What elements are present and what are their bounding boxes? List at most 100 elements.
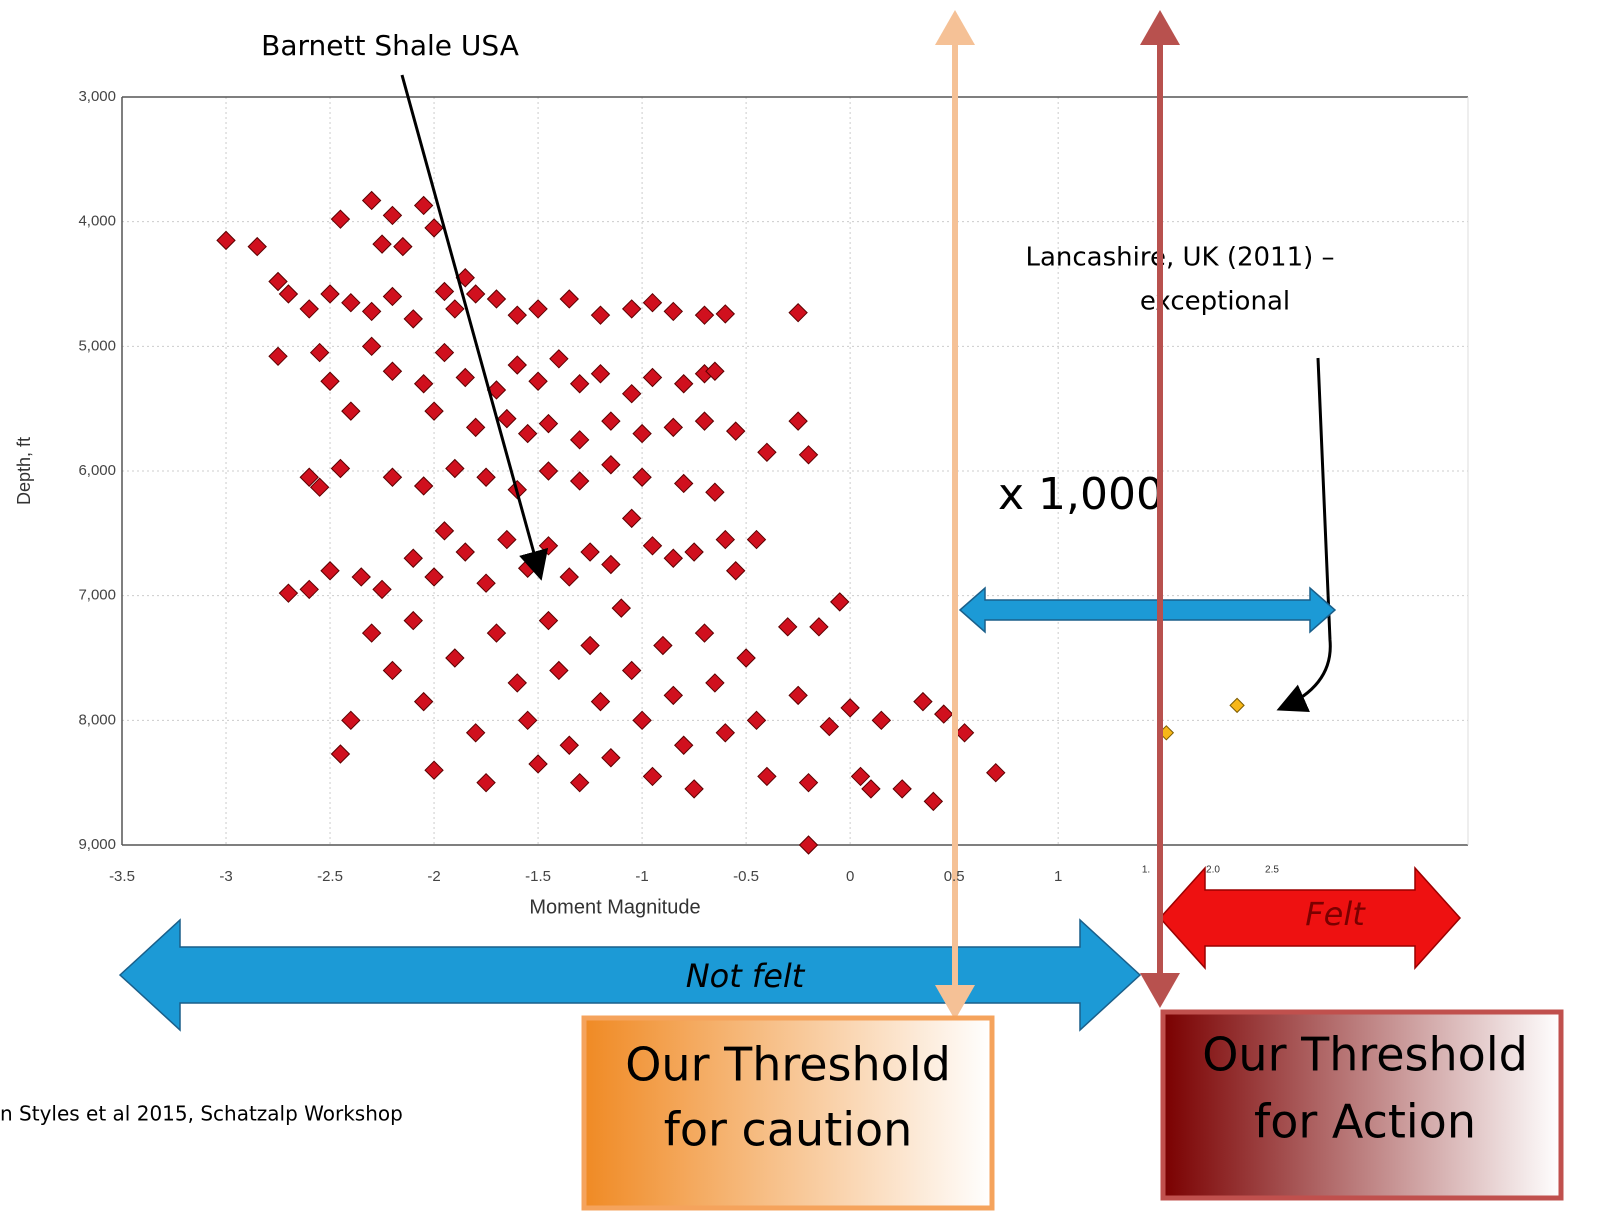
point [309, 477, 330, 497]
point [486, 380, 507, 400]
point [621, 383, 642, 404]
point [549, 349, 569, 369]
point [538, 461, 559, 481]
point [819, 716, 840, 737]
source: n Styles et al 2015, Schatzalp Workshop [0, 1102, 403, 1126]
point [517, 423, 538, 444]
point [507, 355, 527, 375]
point [361, 623, 382, 643]
point [413, 476, 434, 496]
grid [121, 96, 1468, 846]
point [673, 473, 694, 494]
point [538, 413, 559, 434]
point [705, 673, 725, 693]
x-axis-label: Moment Magnitude [529, 896, 700, 918]
y-axis-label: Depth, ft [14, 437, 34, 505]
point [726, 561, 746, 581]
x-tick-label: -3.5 [109, 868, 135, 885]
point [382, 660, 403, 681]
point [601, 455, 621, 475]
annotation: Barnett Shale USA [261, 29, 519, 62]
point [590, 305, 611, 325]
point [247, 236, 267, 257]
y-tick-label: 5,000 [78, 337, 116, 354]
point [393, 236, 413, 257]
point [465, 417, 486, 438]
point [455, 542, 475, 562]
y-tick-label: 6,000 [78, 462, 116, 479]
point [726, 421, 746, 441]
point [320, 284, 340, 304]
point [299, 299, 319, 319]
y-tick-label: 4,000 [78, 213, 116, 230]
arrowhead [1140, 10, 1180, 45]
point [424, 567, 444, 587]
point [403, 610, 423, 631]
point [434, 342, 455, 363]
y-tick-label: 3,000 [78, 88, 116, 105]
x-tick-label: 0 [846, 868, 854, 885]
point [601, 748, 621, 768]
point [788, 411, 808, 431]
box-text: for Action [1254, 1095, 1476, 1149]
arrow [1276, 357, 1332, 712]
point [455, 367, 475, 388]
point [445, 648, 465, 668]
point [663, 685, 684, 706]
label: Felt [1305, 895, 1366, 933]
box-text: for caution [664, 1103, 913, 1157]
felt-arrow [1158, 866, 1462, 970]
point [663, 548, 684, 568]
point [216, 230, 236, 251]
y-tick-label: 8,000 [78, 711, 116, 728]
point [434, 521, 455, 541]
threshold-box [1160, 1009, 1564, 1201]
annotation: exceptional [1140, 287, 1290, 317]
point [694, 305, 715, 325]
point [507, 673, 527, 693]
point [372, 579, 392, 600]
label: Not felt [686, 957, 806, 995]
y-tick-label: 7,000 [78, 587, 116, 604]
point [569, 772, 590, 793]
point [809, 617, 829, 637]
point [445, 458, 465, 479]
annotation: Lancashire, UK (2011) – [1025, 243, 1334, 273]
point [465, 284, 486, 304]
x-tick-label: -1.5 [525, 868, 551, 885]
point [549, 660, 569, 681]
point [663, 301, 684, 322]
point [361, 301, 382, 322]
x-tick-label: -2 [427, 868, 440, 885]
arrowhead [935, 10, 975, 45]
point [299, 467, 319, 487]
point [341, 710, 361, 731]
point [517, 710, 538, 731]
point [913, 691, 933, 712]
point [601, 411, 621, 431]
axes [121, 96, 1469, 846]
x-tick-label: -1 [635, 868, 648, 885]
point [673, 735, 694, 755]
point [465, 723, 486, 743]
point [309, 342, 330, 363]
point [632, 710, 652, 731]
point [424, 760, 444, 780]
point [871, 710, 892, 731]
point [632, 467, 652, 487]
point [278, 284, 299, 304]
point [278, 583, 299, 603]
y-tick-label: 9,000 [78, 836, 116, 853]
point [445, 299, 465, 319]
point [476, 573, 496, 593]
not-felt-arrow [118, 918, 1142, 1032]
point [341, 292, 361, 313]
point [736, 648, 756, 668]
points [216, 190, 1245, 855]
point [559, 289, 579, 309]
point [632, 423, 652, 444]
point [861, 779, 881, 799]
point [684, 542, 704, 562]
point [642, 766, 663, 787]
